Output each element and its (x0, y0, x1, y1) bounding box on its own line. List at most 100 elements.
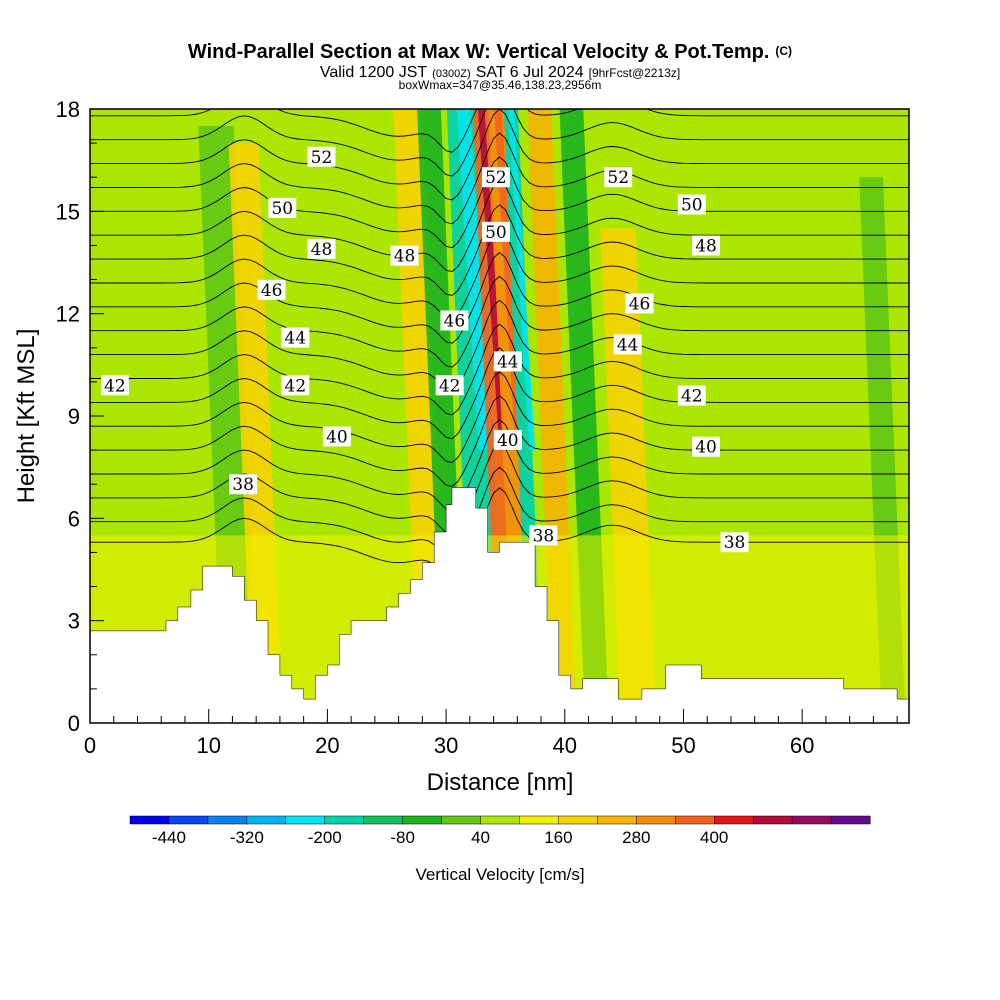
contour-label-52: 52 (307, 146, 336, 168)
isentrope-39 (90, 466, 909, 559)
colorbar-swatch (207, 815, 248, 825)
svg-text:42: 42 (104, 376, 126, 396)
colorbar-swatch (324, 815, 365, 825)
chart-title-main: Wind-Parallel Section at Max W: Vertical… (188, 41, 769, 63)
contour-label-42: 42 (435, 375, 464, 396)
colorbar-swatch (363, 815, 404, 825)
contour-label-48: 48 (307, 238, 336, 260)
isentrope-43 (90, 371, 909, 464)
isentrope-47 (90, 275, 909, 368)
isentrope-41 (90, 419, 909, 511)
valid-prefix: Valid 1200 JST (320, 64, 428, 81)
colorbar-tick-label: -440 (152, 828, 186, 847)
svg-text:52: 52 (311, 148, 333, 168)
svg-text:50: 50 (485, 223, 507, 243)
colorbar-swatch (675, 815, 715, 825)
contour-label-44: 44 (281, 327, 310, 349)
x-tick-label: 0 (84, 733, 96, 758)
isentrope-55 (90, 109, 909, 177)
copyright-mark: (C) (775, 44, 792, 58)
svg-text:46: 46 (629, 294, 651, 314)
svg-text:42: 42 (439, 376, 461, 396)
y-tick-label: 6 (68, 506, 80, 531)
colorbar-tick-label: -80 (390, 828, 415, 847)
contour-label-38: 38 (229, 474, 258, 495)
vertical-velocity-core-4 (456, 109, 492, 451)
colorbar-swatch (752, 815, 793, 825)
vertical-velocity-core-7 (508, 109, 536, 451)
x-tick-label: 60 (790, 733, 814, 758)
x-axis: 0 10 20 30 40 50 60 (84, 709, 898, 758)
isentrope-44 (90, 347, 909, 440)
colorbar-swatch (791, 815, 832, 825)
svg-text:46: 46 (444, 311, 466, 331)
colorbar-swatch (168, 815, 209, 825)
svg-text:46: 46 (261, 281, 283, 301)
colorbar-swatch (402, 815, 443, 825)
svg-text:48: 48 (311, 240, 333, 260)
colorbar-tick-label: -200 (308, 828, 342, 847)
colorbar-swatch (246, 815, 287, 825)
colorbar-swatch (519, 815, 559, 825)
colorbar: -440 -320 -200 -80 40 160 280 400 (129, 815, 871, 847)
svg-text:42: 42 (681, 387, 703, 407)
terrain (90, 487, 909, 723)
colorbar-swatch (636, 815, 676, 825)
contour-label-50: 50 (677, 194, 706, 216)
svg-text:38: 38 (533, 526, 555, 546)
valid-date: SAT 6 Jul 2024 (476, 64, 584, 81)
x-tick-label: 10 (196, 733, 220, 758)
contour-label-42: 42 (100, 375, 129, 396)
colorbar-tick-label: 280 (622, 828, 650, 847)
svg-text:38: 38 (232, 475, 254, 495)
plot-area: 52 52 52 50 50 50 48 48 48 46 46 46 44 44 44 42 42 42 42 40… (90, 109, 909, 723)
contour-label-40: 40 (493, 429, 522, 451)
svg-text:38: 38 (724, 533, 746, 553)
isentrope-45 (90, 323, 909, 416)
isentrope-52 (90, 156, 909, 249)
colorbar-swatch (830, 815, 871, 825)
y-tick-label: 9 (68, 404, 80, 429)
y-axis-label: Height [Kft MSL] (13, 329, 40, 504)
contour-label-50: 50 (481, 221, 510, 243)
svg-text:40: 40 (326, 427, 348, 447)
y-tick-label: 15 (56, 199, 80, 224)
y-axis: 0 3 6 9 12 15 18 (56, 97, 104, 736)
contour-label-48: 48 (692, 235, 721, 256)
y-tick-label: 18 (56, 97, 80, 122)
x-tick-label: 50 (671, 733, 695, 758)
svg-text:42: 42 (285, 376, 307, 396)
contour-labels: 52 52 52 50 50 50 48 48 48 46 46 46 44 44 44 42 42 42 42 40… (100, 146, 749, 553)
svg-text:50: 50 (681, 196, 703, 216)
contour-label-44: 44 (493, 351, 522, 372)
forecast-tag: [9hrFcst@2213z] (589, 66, 681, 80)
isentrope-56 (90, 109, 909, 153)
colorbar-swatch (129, 815, 170, 825)
contour-label-48: 48 (390, 245, 419, 267)
contour-label-46: 46 (257, 279, 286, 301)
box-wmax-info: boxWmax=347@35.46,138.23,2956m (399, 78, 602, 92)
contour-label-38: 38 (529, 525, 558, 546)
colorbar-swatch (558, 815, 598, 825)
colorbar-tick-label: 40 (471, 828, 490, 847)
isentrope-42 (90, 395, 909, 487)
svg-text:52: 52 (485, 168, 507, 188)
colorbar-swatch (285, 815, 326, 825)
contour-label-40: 40 (692, 436, 721, 458)
svg-text:40: 40 (497, 431, 519, 451)
contour-label-50: 50 (268, 197, 297, 219)
colorbar-swatch (441, 815, 482, 825)
svg-text:50: 50 (271, 199, 293, 219)
y-tick-label: 0 (68, 711, 80, 736)
contour-label-40: 40 (322, 426, 351, 447)
svg-text:48: 48 (695, 236, 717, 256)
y-tick-label: 12 (56, 302, 80, 327)
colorbar-label: Vertical Velocity [cm/s] (415, 865, 584, 884)
colorbar-tick-label: 160 (544, 828, 572, 847)
svg-text:44: 44 (617, 335, 639, 355)
contour-label-52: 52 (481, 167, 510, 188)
isentrope-46 (90, 299, 909, 392)
svg-text:44: 44 (285, 329, 307, 349)
svg-text:40: 40 (695, 438, 717, 458)
